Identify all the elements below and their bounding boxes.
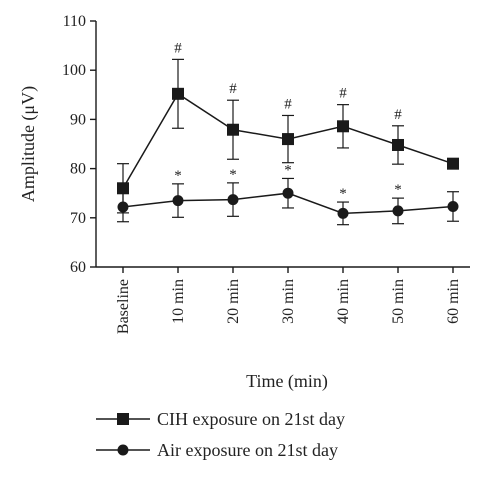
x-tick-label: 10 min bbox=[170, 279, 187, 324]
y-tick-label: 80 bbox=[70, 161, 86, 178]
data-point-square bbox=[392, 138, 404, 151]
x-tick-label: 30 min bbox=[280, 279, 297, 324]
data-point-circle bbox=[337, 207, 349, 219]
series-cih: # # # # # bbox=[117, 40, 459, 214]
annotation-star: * bbox=[284, 162, 292, 178]
annotation-hash: # bbox=[339, 86, 347, 102]
annotation-star: * bbox=[339, 186, 347, 202]
data-point-circle bbox=[282, 187, 294, 199]
x-tick-label: 20 min bbox=[225, 279, 242, 324]
data-point-square bbox=[172, 87, 184, 100]
x-axis-ticks: Baseline 10 min 20 min 30 min 40 min 50 min 60… bbox=[115, 267, 462, 334]
legend-circle-marker bbox=[117, 444, 129, 456]
data-point-square bbox=[282, 133, 294, 146]
data-point-circle bbox=[172, 195, 184, 207]
annotation-star: * bbox=[394, 182, 402, 198]
y-axis-ticks: 60 70 80 90 100 110 bbox=[62, 13, 96, 276]
x-tick-label: 40 min bbox=[335, 279, 352, 324]
y-tick-label: 100 bbox=[62, 62, 86, 79]
annotation-star: * bbox=[174, 168, 182, 184]
annotation-hash: # bbox=[174, 40, 182, 56]
data-point-square bbox=[447, 157, 459, 170]
x-tick-label: 60 min bbox=[445, 279, 462, 324]
annotation-hash: # bbox=[394, 107, 402, 123]
series-layer: # # # # # * * * * * bbox=[117, 40, 459, 226]
y-tick-label: 90 bbox=[70, 111, 86, 128]
legend: CIH exposure on 21st day Air exposure on… bbox=[96, 409, 345, 460]
data-point-circle bbox=[392, 205, 404, 217]
series-air: * * * * * bbox=[117, 162, 459, 226]
legend-label-cih: CIH exposure on 21st day bbox=[157, 409, 345, 429]
data-point-square bbox=[337, 120, 349, 133]
data-point-square bbox=[117, 182, 129, 195]
y-axis-title: Amplitude (μV) bbox=[18, 86, 39, 202]
legend-label-air: Air exposure on 21st day bbox=[157, 440, 338, 460]
y-tick-label: 70 bbox=[70, 210, 86, 227]
plot-area: 60 70 80 90 100 110 Baseline 10 min 20 min 30 mi… bbox=[62, 13, 470, 334]
y-tick-label: 60 bbox=[70, 259, 86, 276]
data-point-circle bbox=[117, 201, 129, 213]
x-tick-label: 50 min bbox=[390, 279, 407, 324]
data-point-square bbox=[227, 123, 239, 136]
annotation-star: * bbox=[229, 167, 237, 183]
y-tick-label: 110 bbox=[63, 13, 86, 30]
x-axis-title: Time (min) bbox=[246, 371, 328, 392]
data-point-circle bbox=[447, 200, 459, 212]
legend-item-air: Air exposure on 21st day bbox=[96, 440, 338, 460]
annotation-hash: # bbox=[284, 96, 292, 112]
annotation-hash: # bbox=[229, 81, 237, 97]
data-point-circle bbox=[227, 194, 239, 206]
legend-item-cih: CIH exposure on 21st day bbox=[96, 409, 345, 429]
x-tick-label: Baseline bbox=[115, 279, 132, 334]
legend-square-marker bbox=[117, 413, 129, 425]
